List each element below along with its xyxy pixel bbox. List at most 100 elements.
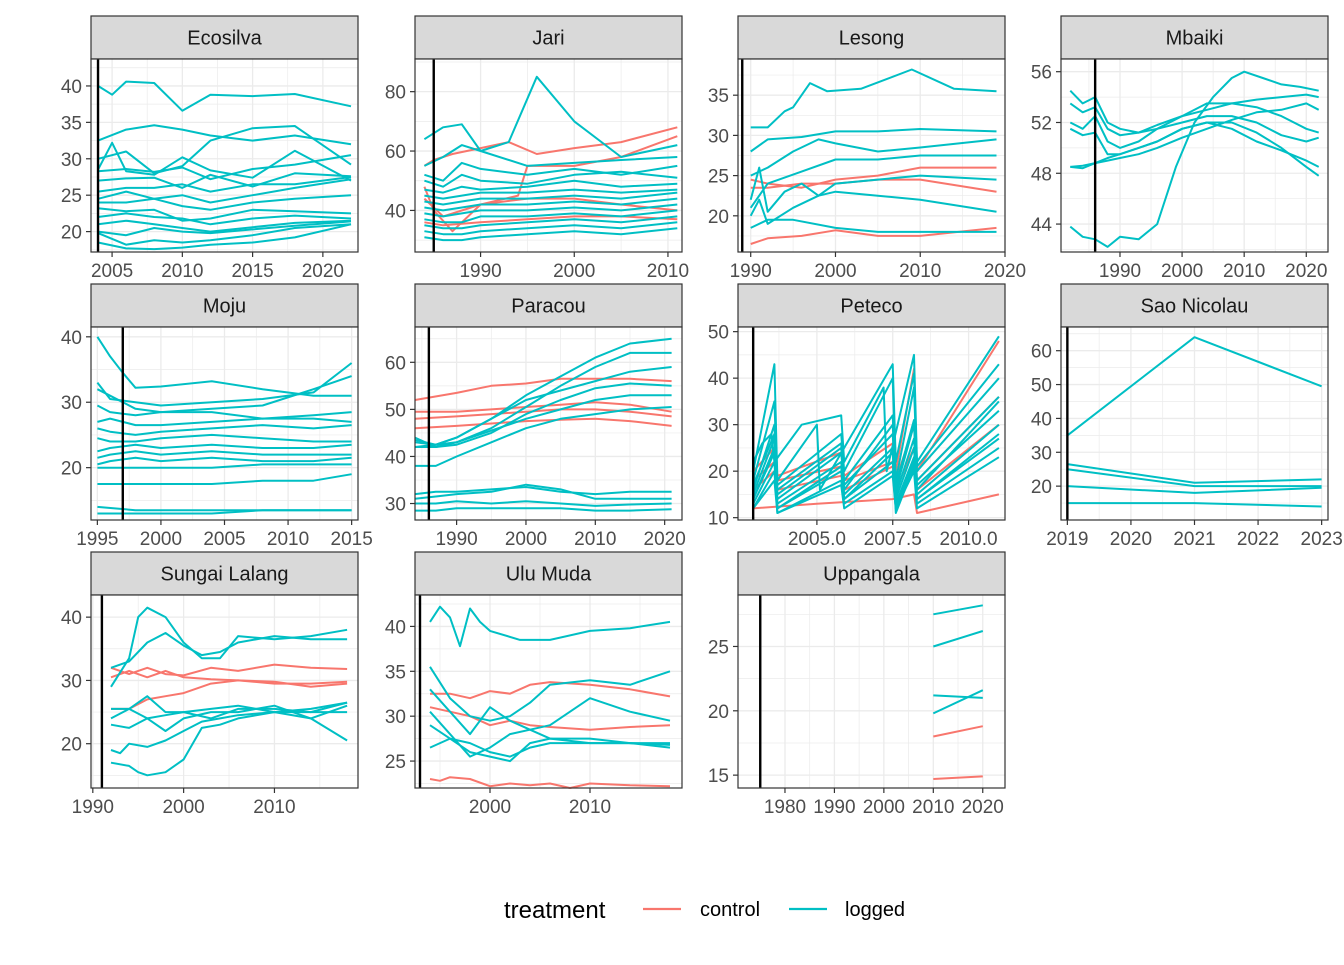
plot-background [738,595,1005,788]
axis-ticks: 2005.0 2007.5 2010.0 10 20 30 40 50 [708,323,998,550]
panel-title: Ecosilva [187,28,262,50]
x-tick-label: 2000 [162,797,204,818]
series-line-logged [96,362,353,407]
series-line-logged [424,161,678,182]
y-tick-label: 40 [1031,409,1052,430]
series-line-logged [1069,90,1319,134]
x-tick-label: 1980 [764,797,806,818]
series-group [110,606,348,777]
panel-border [90,594,359,789]
panel-title: Lesong [839,28,905,50]
x-tick-label: 1995 [76,529,118,550]
series-line-logged [750,68,997,129]
x-tick-label: 2000 [863,797,905,818]
series-line-logged [97,178,352,204]
x-tick-label: 2010 [647,261,689,282]
series-line-control [429,776,671,789]
series-line-logged [96,336,352,397]
series-line-logged [97,220,352,237]
series-line-logged [110,701,348,777]
y-tick-label: 25 [708,637,729,658]
y-tick-label: 15 [708,766,729,787]
panel-title: Peteco [840,296,902,318]
series-line-logged [752,400,1000,491]
y-tick-label: 10 [708,509,729,530]
series-line-logged [415,500,672,507]
grid-lines [738,595,1005,788]
y-tick-label: 20 [1031,477,1052,498]
x-tick-label: 1990 [72,797,114,818]
panel-ulu-muda: Ulu Muda 2000 2010 25 30 35 40 [385,551,683,818]
series-line-control [110,663,348,677]
panel-title: Sao Nicolau [1141,296,1249,318]
x-tick-label: 2020 [962,797,1004,818]
x-tick-label: 2000 [505,529,547,550]
x-tick-label: 2023 [1301,529,1343,550]
y-tick-label: 20 [708,207,729,228]
series-line-logged [424,191,678,206]
strip-background [90,15,359,60]
series-line-logged [414,382,672,448]
series-line-logged [749,154,997,209]
series-line-logged [1070,121,1320,177]
x-tick-label: 2000 [469,797,511,818]
series-line-logged [750,128,997,153]
series-line-logged [424,170,678,188]
panel-border [737,58,1006,253]
legend-label-control: control [700,899,760,921]
series-line-logged [933,604,983,616]
x-tick-label: 2010 [574,529,616,550]
series-line-logged [97,223,352,246]
x-tick-label: 2005.0 [788,529,846,550]
x-tick-label: 2010 [161,261,203,282]
strip-background [1060,15,1329,60]
panel-title: Moju [203,296,246,318]
series-line-control [415,401,672,413]
panel-border [414,58,683,253]
panel-border [414,326,683,521]
series-line-logged [423,75,678,158]
x-tick-label: 2000 [814,261,856,282]
grid-lines [91,59,358,252]
x-tick-label: 2005 [203,529,245,550]
x-tick-label: 2010 [253,797,295,818]
y-tick-label: 25 [385,752,406,773]
series-line-logged [97,424,352,436]
series-line-logged [97,509,352,515]
panel-moju: Moju 1995 2000 2005 2010 2015 20 30 40 [61,283,373,550]
axis-ticks: 1990 2000 2010 2020 30 40 50 60 [385,353,686,550]
x-tick-label: 1990 [1099,261,1141,282]
x-tick-label: 2010 [1223,261,1265,282]
series-line-control [414,377,672,401]
series-line-logged [97,473,352,485]
series-line-logged [97,154,352,181]
series-line-logged [429,688,671,736]
y-tick-label: 56 [1031,63,1052,84]
series-line-logged [97,433,352,443]
panel-title: Jari [532,28,564,50]
series-line-logged [424,188,678,200]
series-line-logged [424,215,678,230]
x-tick-label: 1990 [435,529,477,550]
y-tick-label: 30 [61,393,82,414]
y-tick-label: 30 [61,150,82,171]
series-line-logged [97,219,352,233]
series-line-logged [97,124,352,146]
series-group [423,75,678,242]
panel-border [90,58,359,253]
x-tick-label: 2010 [899,261,941,282]
y-tick-label: 25 [708,167,729,188]
panel-border [737,594,1006,789]
panel-title: Paracou [511,296,586,318]
axis-ticks: 1990 2000 2010 20 30 40 [61,608,296,818]
x-tick-label: 1990 [813,797,855,818]
series-line-logged [424,227,678,242]
y-tick-label: 60 [1031,342,1052,363]
x-tick-label: 1990 [730,261,772,282]
panel-border [1060,58,1329,253]
series-line-logged [110,632,348,669]
series-line-logged [749,190,997,225]
